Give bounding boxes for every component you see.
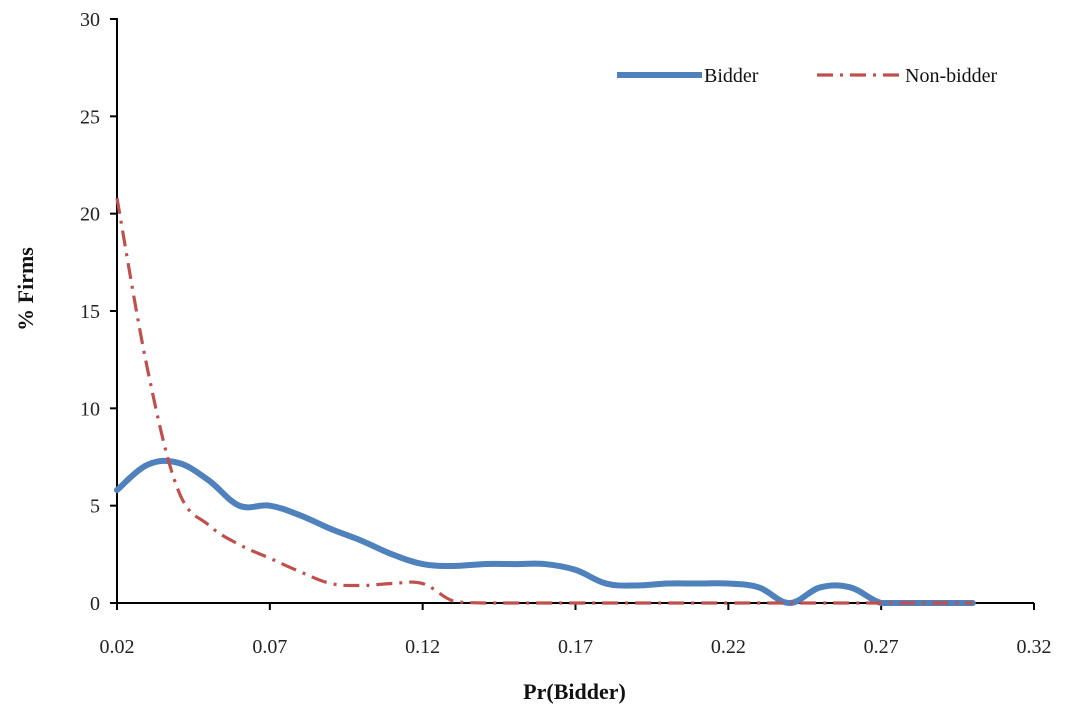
y-axis-title: % Firms xyxy=(13,247,38,331)
x-tick-label: 0.07 xyxy=(252,636,287,658)
y-tick-label: 25 xyxy=(80,106,100,128)
x-tick-label: 0.17 xyxy=(558,636,593,658)
x-tick-label: 0.22 xyxy=(711,636,746,658)
y-tick-label: 5 xyxy=(90,496,100,518)
plot-area xyxy=(114,197,976,606)
y-tick-label: 20 xyxy=(80,204,100,226)
x-tick-label: 0.02 xyxy=(100,636,135,658)
axes: 0 5 10 15 20 25 30 0.02 0.07 0.12 0.17 0.22 0.27 0.32 xyxy=(80,9,1052,658)
series-line-non-bidder xyxy=(115,197,973,605)
legend-label: Non-bidder xyxy=(905,65,998,87)
y-tick-label: 0 xyxy=(90,593,100,615)
x-tick-label: 0.32 xyxy=(1017,636,1052,658)
y-tick-label: 15 xyxy=(80,301,100,323)
y-tick-label: 30 xyxy=(80,9,100,31)
x-tick-label: 0.12 xyxy=(405,636,440,658)
x-axis-title: Pr(Bidder) xyxy=(523,679,626,704)
y-tick-label: 10 xyxy=(80,398,100,420)
legend: Bidder Non-bidder xyxy=(617,65,998,87)
series-line-bidder xyxy=(114,457,976,606)
legend-label: Bidder xyxy=(704,65,759,87)
x-tick-label: 0.27 xyxy=(864,636,899,658)
